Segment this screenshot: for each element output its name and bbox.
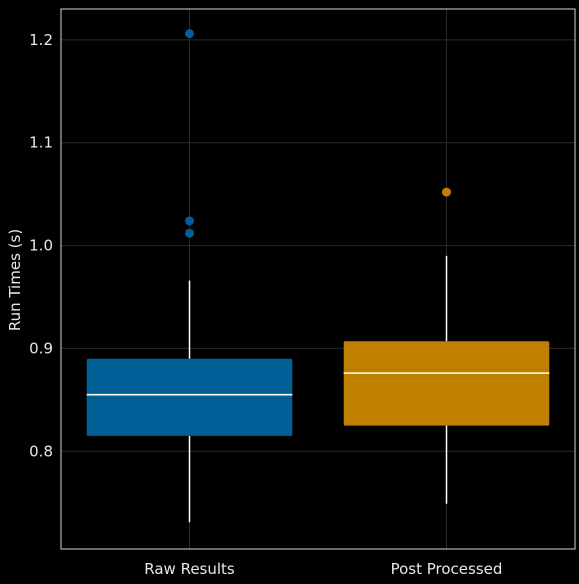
grid-lines	[61, 9, 575, 549]
box-iqr	[86, 358, 293, 436]
outlier-point	[185, 228, 194, 238]
y-tick-labels: 0.8 0.9 1.0 1.1 1.2	[29, 31, 53, 460]
plot-frame	[60, 8, 576, 550]
y-tick-label: 1.1	[29, 134, 53, 152]
outlier-point	[185, 216, 194, 226]
y-axis-label: Run Times (s)	[6, 229, 24, 331]
box-iqr	[343, 341, 550, 426]
x-tick-label: Post Processed	[391, 560, 503, 578]
x-tick-label: Raw Results	[144, 560, 235, 578]
box-group	[86, 29, 550, 523]
y-tick-label: 0.9	[29, 339, 53, 357]
x-tick-labels: Raw Results Post Processed	[144, 560, 502, 578]
y-tick-label: 1.2	[29, 31, 53, 49]
outlier-point	[185, 29, 194, 39]
outlier-point	[442, 187, 451, 197]
y-tick-label: 0.8	[29, 442, 53, 460]
y-tick-label: 1.0	[29, 237, 53, 255]
